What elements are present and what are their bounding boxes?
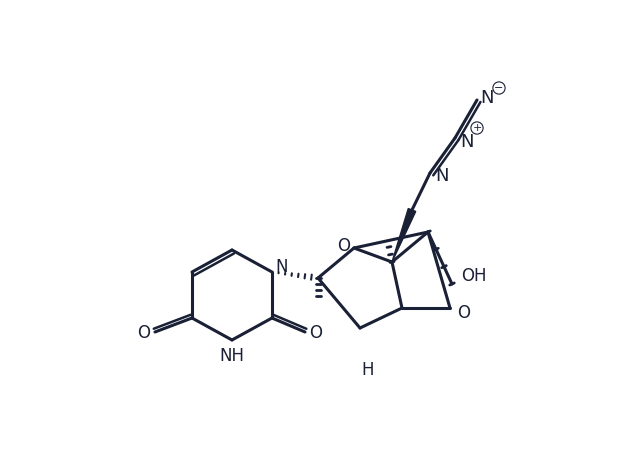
Text: H: H [362, 361, 374, 379]
Text: NH: NH [220, 347, 244, 365]
Text: N: N [480, 89, 493, 107]
Text: N: N [435, 167, 449, 185]
Text: O: O [138, 324, 150, 342]
Text: O: O [458, 304, 470, 322]
Text: O: O [310, 324, 323, 342]
Text: +: + [472, 123, 482, 133]
Text: OH: OH [461, 267, 487, 285]
Text: N: N [276, 258, 288, 276]
Polygon shape [392, 209, 416, 262]
Text: N: N [460, 133, 474, 151]
Text: O: O [337, 237, 351, 255]
Text: −: − [494, 83, 504, 93]
